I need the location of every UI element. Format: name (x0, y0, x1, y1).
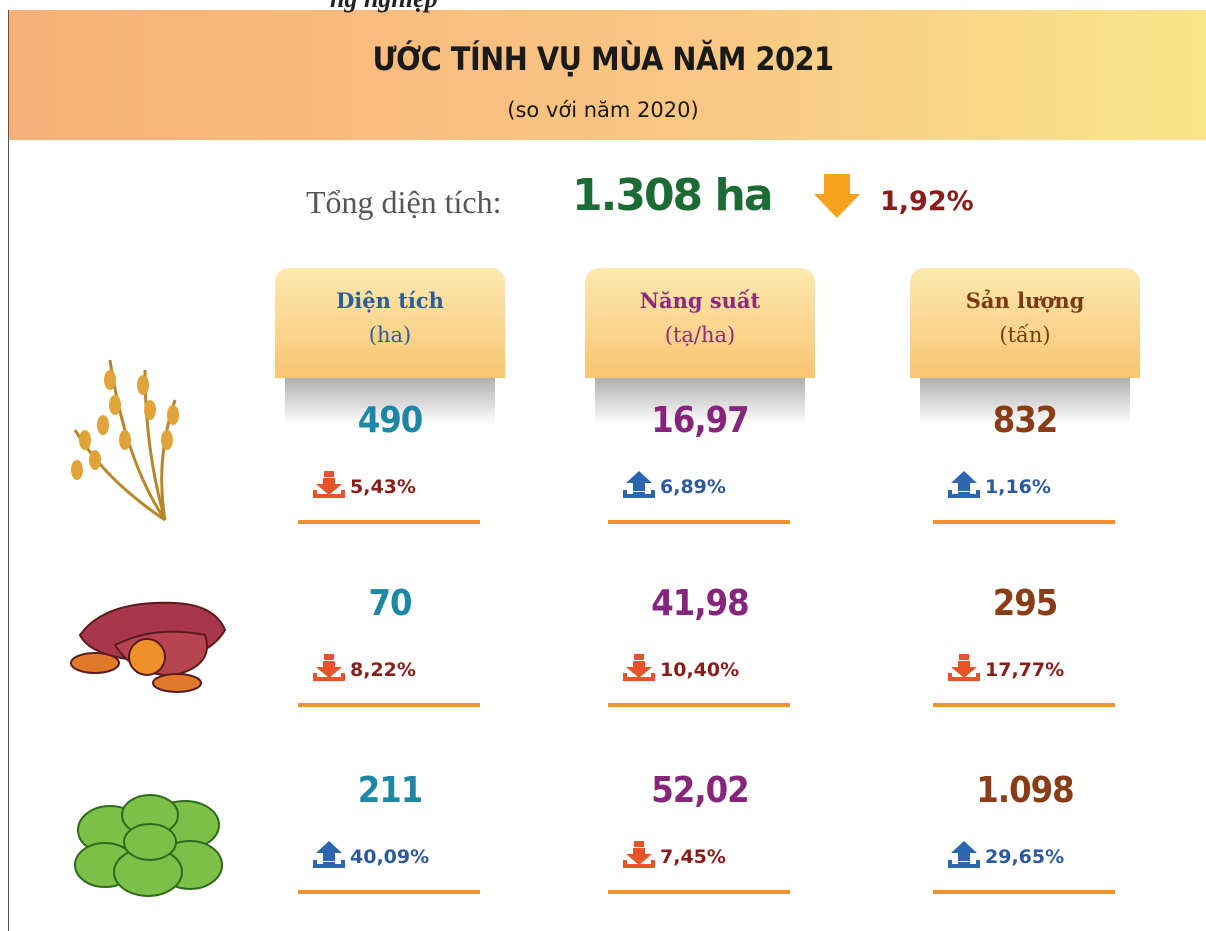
change: 40,09% (350, 846, 429, 868)
change: 29,65% (985, 846, 1064, 868)
total-arrow (812, 172, 862, 220)
potato-icon (65, 595, 230, 695)
column-title: Năng suất (585, 288, 815, 313)
border (8, 10, 9, 931)
down-arrow (622, 840, 656, 870)
change: 5,43% (350, 476, 416, 498)
value: 16,97 (570, 400, 830, 441)
change: 8,22% (350, 659, 416, 681)
up-arrow (947, 470, 981, 500)
column-title: Diện tích (275, 288, 505, 313)
column-header: Sản lượng (tấn) (910, 268, 1140, 378)
divider (608, 890, 790, 894)
change: 1,16% (985, 476, 1051, 498)
down-arrow (947, 653, 981, 683)
title: ƯỚC TÍNH VỤ MÙA NĂM 2021 (0, 40, 1206, 78)
rice-icon (55, 350, 185, 525)
infographic: ng nghiệp ƯỚC TÍNH VỤ MÙA NĂM 2021 (so v… (0, 0, 1206, 931)
value: 490 (260, 400, 520, 441)
change: 10,40% (660, 659, 739, 681)
value: 211 (260, 770, 520, 811)
down-arrow (312, 470, 346, 500)
change: 17,77% (985, 659, 1064, 681)
value: 52,02 (570, 770, 830, 811)
value: 295 (895, 583, 1155, 624)
change: 7,45% (660, 846, 726, 868)
column-header: Năng suất (tạ/ha) (585, 268, 815, 378)
subtitle: (so với năm 2020) (0, 98, 1206, 122)
column-header: Diện tích (ha) (275, 268, 505, 378)
column-unit: (tạ/ha) (585, 323, 815, 347)
value: 1.098 (895, 770, 1155, 811)
down-arrow (312, 653, 346, 683)
divider (933, 703, 1115, 707)
up-arrow (947, 840, 981, 870)
divider (933, 520, 1115, 524)
total-value: 1.308 ha (572, 170, 772, 221)
change: 6,89% (660, 476, 726, 498)
divider (608, 703, 790, 707)
divider (608, 520, 790, 524)
column-title: Sản lượng (910, 288, 1140, 313)
column-unit: (ha) (275, 323, 505, 347)
divider (298, 703, 480, 707)
cut-text: ng nghiệp (330, 0, 438, 14)
vegetable-icon (70, 790, 230, 900)
total-label: Tổng diện tích: (306, 184, 502, 221)
up-arrow (312, 840, 346, 870)
divider (933, 890, 1115, 894)
total-change: 1,92% (880, 186, 974, 217)
divider (298, 890, 480, 894)
value: 70 (260, 583, 520, 624)
value: 41,98 (570, 583, 830, 624)
divider (298, 520, 480, 524)
value: 832 (895, 400, 1155, 441)
down-arrow (622, 653, 656, 683)
column-unit: (tấn) (910, 323, 1140, 347)
up-arrow (622, 470, 656, 500)
